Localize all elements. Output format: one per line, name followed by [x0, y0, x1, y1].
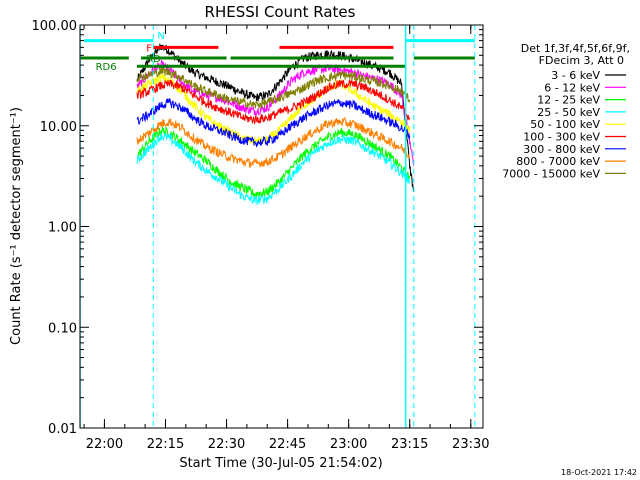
- x-axis-ticks: 22:00 22:15 22:30 22:45 23:00 23:15 23:30: [83, 25, 490, 452]
- series-line: [136, 132, 411, 205]
- x-tick-label: 22:45: [269, 437, 306, 452]
- legend-label: 3 - 6 keV: [551, 69, 600, 82]
- legend-label: 300 - 800 keV: [523, 143, 600, 156]
- series-layer: [136, 43, 415, 205]
- x-axis-label: Start Time (30-Jul-05 21:54:02): [179, 456, 382, 471]
- chart-title: RHESSI Count Rates: [205, 3, 356, 21]
- legend-label: 12 - 25 keV: [537, 94, 600, 107]
- series-line: [136, 78, 411, 125]
- y-tick-label: 1.00: [48, 221, 77, 236]
- y-tick-label: 100.00: [32, 19, 78, 34]
- flag-label: RD: [146, 54, 161, 65]
- legend-label: 800 - 7000 keV: [516, 155, 600, 168]
- legend-label: 25 - 50 keV: [537, 106, 600, 119]
- series-line: [136, 117, 411, 169]
- legend-label: 6 - 12 keV: [544, 81, 600, 94]
- legend-header-line-2: FDecim 3, Att 0: [539, 54, 624, 67]
- series-line: [136, 98, 411, 148]
- flag-label: RD6: [96, 62, 117, 73]
- legend-label: 7000 - 15000 keV: [502, 167, 600, 180]
- legend-header-line-1: Det 1f,3f,4f,5f,6f,9f,: [521, 42, 630, 55]
- x-tick-label: 22:00: [86, 437, 123, 452]
- y-axis-ticks: 100.00 10.00 1.00 0.10 0.01: [32, 19, 483, 437]
- annotation-layer: [80, 25, 476, 428]
- y-axis-label: Count Rate (s⁻¹ detector segment⁻¹): [9, 107, 24, 345]
- x-tick-label: 22:30: [208, 437, 245, 452]
- x-tick-label: 23:00: [330, 437, 367, 452]
- series-line: [136, 126, 411, 198]
- legend: Det 1f,3f,4f,5f,6f,9f, FDecim 3, Att 0 3…: [502, 42, 630, 180]
- flag-label: N: [157, 31, 164, 42]
- x-tick-label: 22:15: [147, 437, 184, 452]
- flag-label: F: [146, 43, 152, 54]
- y-tick-label: 0.10: [48, 321, 77, 336]
- x-tick-label: 23:15: [391, 437, 428, 452]
- legend-label: 100 - 300 keV: [523, 131, 600, 144]
- plot-frame: [79, 24, 484, 429]
- generation-timestamp: 18-Oct-2021 17:42: [561, 468, 637, 477]
- series-line: [136, 59, 415, 166]
- y-tick-label: 0.01: [48, 422, 77, 437]
- legend-label: 50 - 100 keV: [530, 118, 600, 131]
- y-tick-label: 10.00: [40, 120, 77, 135]
- series-line: [136, 66, 411, 110]
- x-tick-label: 23:30: [452, 437, 489, 452]
